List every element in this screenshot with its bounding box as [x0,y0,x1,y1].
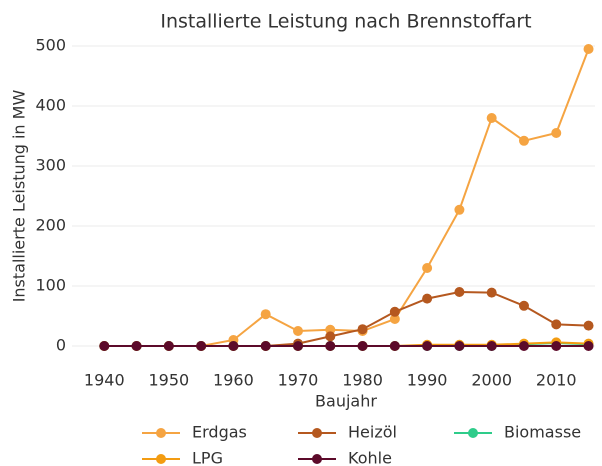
data-point [583,341,594,351]
data-point [260,309,271,320]
data-point [454,204,465,215]
legend-item: LPG [142,449,223,466]
legend-item: Heizöl [298,423,397,442]
y-axis-label: Installierte Leistung in MW [10,90,29,303]
data-point [260,341,271,351]
legend-marker [312,454,322,464]
legend-marker [156,428,166,438]
legend-label: Kohle [348,449,392,466]
data-point [99,341,110,351]
series-line [104,290,589,347]
data-point [422,341,433,351]
y-tick-label: 100 [35,276,66,295]
data-point [486,287,497,298]
legend-label: Erdgas [192,423,247,442]
data-point [131,341,142,351]
data-point [389,314,400,324]
data-point [454,287,465,297]
y-tick-label: 500 [35,36,66,55]
y-tick-label: 0 [56,336,66,355]
data-point [422,293,433,304]
data-point [518,135,529,146]
x-axis-label: Baujahr [315,392,377,411]
x-tick-label: 1980 [342,371,383,390]
chart-title: Installierte Leistung nach Brennstoffart [160,11,531,33]
data-point [551,341,562,351]
y-tick-label: 400 [35,96,66,115]
x-tick-label: 1940 [84,371,125,390]
data-point [228,341,239,351]
data-point [357,341,368,351]
x-tick-label: 1950 [148,371,189,390]
data-point [486,341,497,351]
legend-item: Kohle [298,449,392,466]
legend-label: LPG [192,449,223,466]
data-point [163,341,174,351]
data-point [454,341,465,351]
data-point [518,341,529,351]
data-point [551,128,562,138]
data-point [389,341,400,351]
legend-label: Biomasse [504,423,581,442]
data-point [325,341,336,351]
data-point [422,263,433,273]
data-point [292,341,303,351]
data-point [583,320,594,331]
data-point [357,324,368,335]
data-point [325,331,336,342]
data-point [196,341,207,351]
x-tick-label: 1990 [407,371,448,390]
legend-label: Heizöl [348,423,397,442]
data-point [292,326,303,336]
x-tick-label: 1970 [278,371,319,390]
legend-marker [156,454,166,464]
legend-item: Biomasse [454,423,581,442]
data-point [551,319,562,330]
data-point [486,113,497,123]
data-point [518,300,529,311]
y-tick-label: 200 [35,216,66,235]
x-tick-label: 2000 [471,371,512,390]
data-point [389,306,400,317]
data-point [583,44,594,54]
legend-item: Erdgas [142,423,247,442]
y-tick-label: 300 [35,156,66,175]
legend-marker [312,428,322,438]
x-tick-label: 1960 [213,371,254,390]
x-tick-label: 2010 [536,371,577,390]
legend-marker [468,428,478,438]
